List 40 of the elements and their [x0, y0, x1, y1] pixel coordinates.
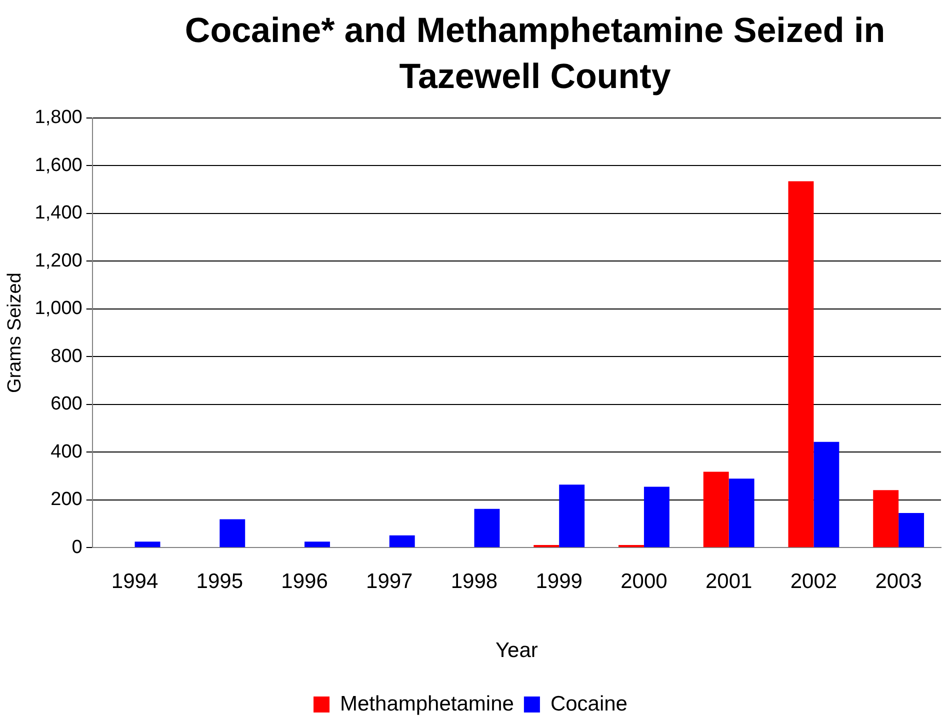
- x-tick-label: 1998: [450, 570, 498, 593]
- bar: [618, 544, 644, 548]
- x-tick-label: 1994: [111, 570, 158, 593]
- bar: [898, 512, 924, 548]
- x-tick-label: 2003: [875, 570, 922, 593]
- bar: [134, 542, 160, 548]
- x-axis-title: Year: [495, 639, 538, 662]
- y-axis-title: Grams Seized: [4, 272, 26, 393]
- y-tick-label: 600: [50, 394, 82, 415]
- bar: [644, 486, 670, 548]
- bar: [389, 535, 415, 548]
- x-tick-label: 1999: [536, 570, 582, 593]
- bar: [534, 544, 560, 548]
- bar: [814, 442, 840, 548]
- bar: [304, 542, 330, 548]
- bar: [873, 490, 899, 548]
- bar: [788, 181, 814, 548]
- y-tick-label: 1,600: [34, 154, 82, 176]
- y-tick-label: 200: [50, 489, 82, 510]
- legend-label: Methamphetamine: [340, 692, 514, 716]
- y-tick-label: 1,200: [34, 250, 82, 272]
- x-tick-label: 2001: [705, 570, 752, 593]
- y-tick-label: 0: [72, 536, 82, 558]
- bar: [474, 508, 500, 548]
- y-tick-label: 800: [50, 346, 82, 367]
- x-tick-label: 1995: [196, 570, 244, 593]
- chart-title: Cocaine* and Methamphetamine Seized in Tazewell County: [184, 10, 886, 98]
- x-tick-label: 2002: [790, 570, 838, 593]
- x-tick-label: 2000: [620, 570, 668, 593]
- bar: [703, 472, 729, 548]
- y-tick-label: 400: [50, 441, 82, 462]
- y-tick-label: 1,000: [34, 298, 82, 320]
- x-tick-label: 1996: [281, 570, 328, 593]
- bar: [728, 478, 754, 548]
- bar: [559, 484, 585, 548]
- legend-label: Cocaine: [550, 692, 628, 716]
- y-tick-label: 1,400: [34, 202, 82, 224]
- x-tick-label: 1997: [366, 570, 413, 593]
- bar: [220, 519, 246, 548]
- y-tick-label: 1,800: [34, 107, 82, 128]
